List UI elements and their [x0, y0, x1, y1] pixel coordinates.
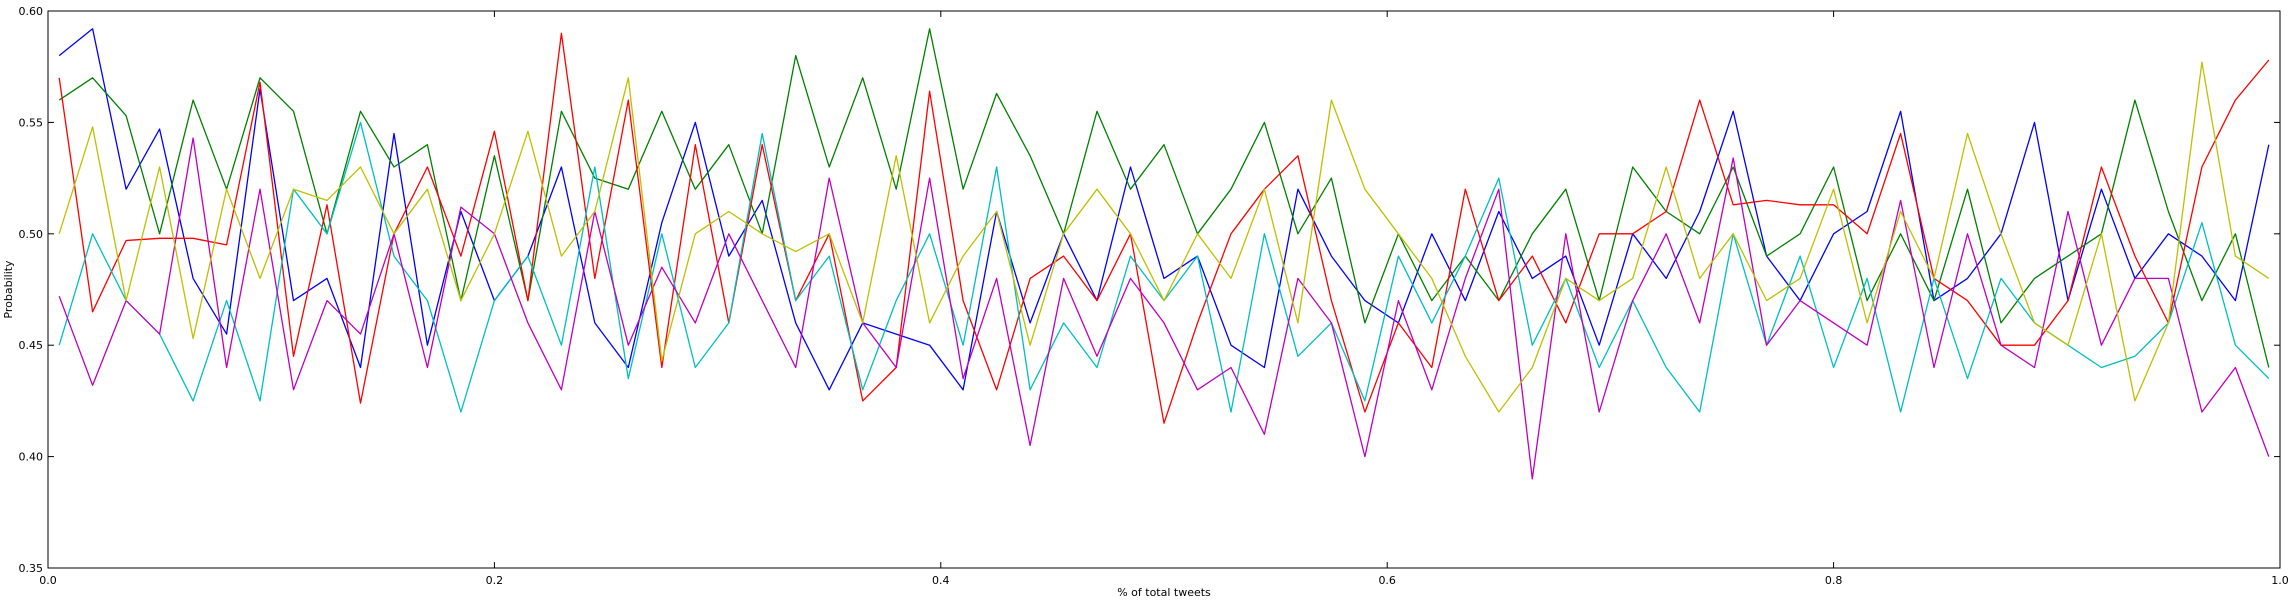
ticks-layer: 0.0 0.2 0.4 0.6 0.8 1.0 0.35 0.40 0.45 0.50 0.55 0.… — [19, 5, 2289, 587]
x-tick-label: 0.8 — [1825, 574, 1843, 587]
y-tick-label: 0.35 — [19, 562, 44, 575]
series-line-5 — [58, 137, 2270, 480]
series-line-4 — [58, 121, 2270, 413]
plot-frame — [47, 10, 2281, 569]
y-tick-label: 0.60 — [19, 5, 44, 18]
y-tick-label: 0.45 — [19, 339, 44, 352]
x-tick-label: 0.4 — [932, 574, 950, 587]
y-tick-label: 0.50 — [19, 228, 44, 241]
y-axis-label: Probability — [2, 260, 15, 319]
x-axis-label: % of total tweets — [1117, 586, 1211, 599]
series-line-1 — [58, 28, 2270, 391]
x-tick-label: 1.0 — [2271, 574, 2289, 587]
x-tick-label: 0.0 — [39, 574, 57, 587]
series-line-6 — [58, 61, 2270, 413]
y-tick-label: 0.55 — [19, 116, 44, 129]
y-tick-label: 0.40 — [19, 451, 44, 464]
series-line-3 — [58, 32, 2270, 424]
series-layer — [58, 28, 2270, 480]
x-tick-label: 0.2 — [486, 574, 504, 587]
series-line-2 — [58, 28, 2270, 368]
x-tick-label: 0.6 — [1378, 574, 1396, 587]
